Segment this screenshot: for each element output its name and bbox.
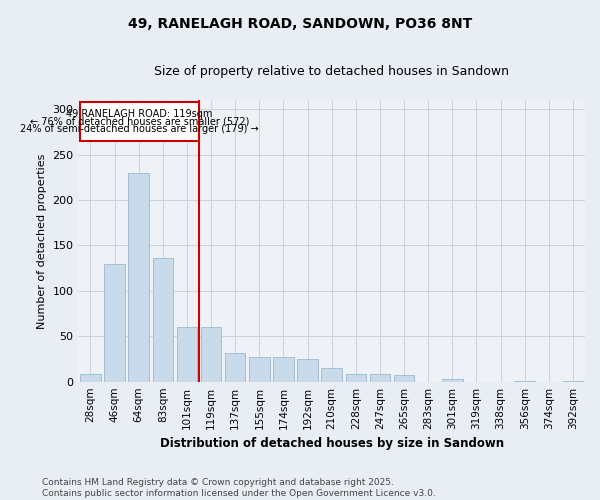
Text: Contains HM Land Registry data © Crown copyright and database right 2025.
Contai: Contains HM Land Registry data © Crown c… xyxy=(42,478,436,498)
Bar xyxy=(346,374,366,382)
X-axis label: Distribution of detached houses by size in Sandown: Distribution of detached houses by size … xyxy=(160,437,504,450)
Text: 49, RANELAGH ROAD, SANDOWN, PO36 8NT: 49, RANELAGH ROAD, SANDOWN, PO36 8NT xyxy=(128,18,472,32)
Bar xyxy=(394,376,415,382)
Bar xyxy=(442,379,463,382)
Bar xyxy=(225,352,245,382)
FancyBboxPatch shape xyxy=(80,102,199,141)
Bar xyxy=(273,357,294,382)
Text: 49 RANELAGH ROAD: 119sqm: 49 RANELAGH ROAD: 119sqm xyxy=(66,109,212,119)
Bar xyxy=(563,381,583,382)
Y-axis label: Number of detached properties: Number of detached properties xyxy=(37,153,47,328)
Bar xyxy=(104,264,125,382)
Bar xyxy=(322,368,342,382)
Text: ← 76% of detached houses are smaller (572): ← 76% of detached houses are smaller (57… xyxy=(29,116,249,126)
Bar xyxy=(80,374,101,382)
Bar xyxy=(514,381,535,382)
Title: Size of property relative to detached houses in Sandown: Size of property relative to detached ho… xyxy=(154,65,509,78)
Bar xyxy=(152,258,173,382)
Bar xyxy=(298,359,318,382)
Bar xyxy=(201,327,221,382)
Bar xyxy=(177,327,197,382)
Bar xyxy=(128,172,149,382)
Bar xyxy=(370,374,390,382)
Bar xyxy=(249,357,269,382)
Text: 24% of semi-detached houses are larger (179) →: 24% of semi-detached houses are larger (… xyxy=(20,124,259,134)
